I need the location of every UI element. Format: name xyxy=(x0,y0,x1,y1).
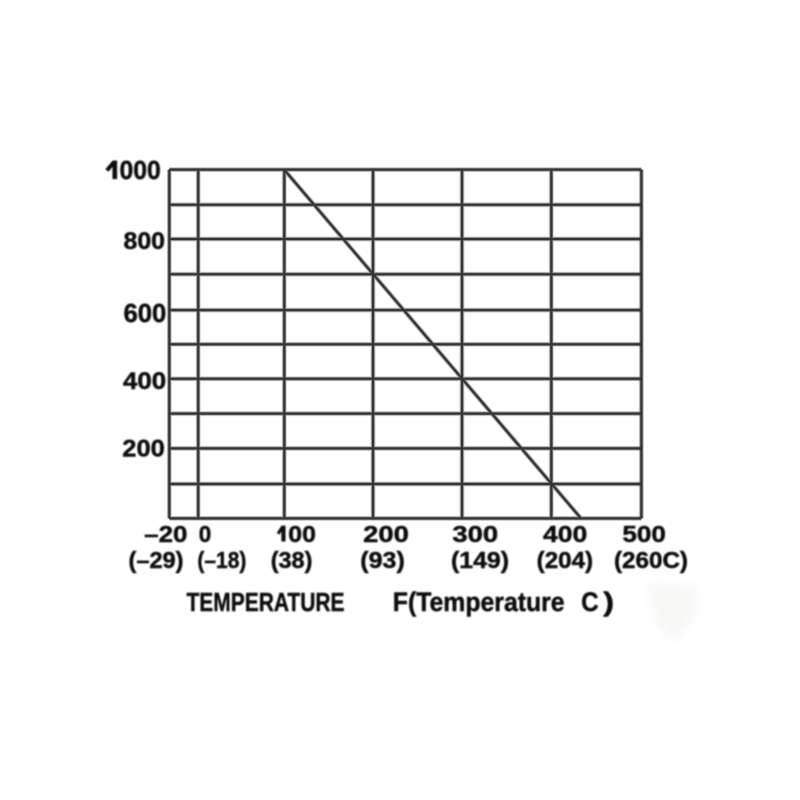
svg-text:(260C): (260C) xyxy=(614,547,688,573)
svg-text:(–18): (–18) xyxy=(197,547,246,573)
svg-text:000: 000 xyxy=(120,155,161,185)
svg-text:(38): (38) xyxy=(271,547,313,573)
svg-text:200: 200 xyxy=(363,521,409,547)
svg-text:600: 600 xyxy=(124,298,167,328)
svg-text:(–29): (–29) xyxy=(129,547,184,573)
svg-text:400: 400 xyxy=(543,521,587,547)
svg-text:): ) xyxy=(603,587,614,617)
svg-text:(204): (204) xyxy=(537,547,593,573)
svg-text:TEMPERATURE: TEMPERATURE xyxy=(187,587,345,617)
svg-text:800: 800 xyxy=(124,228,166,255)
svg-text:400: 400 xyxy=(123,368,166,395)
svg-text:500: 500 xyxy=(622,521,665,547)
svg-text:(93): (93) xyxy=(360,547,405,573)
svg-text:300: 300 xyxy=(452,521,498,547)
svg-text:(149): (149) xyxy=(451,547,509,573)
svg-text:00: 00 xyxy=(288,521,316,547)
svg-text:F(Temperature: F(Temperature xyxy=(393,587,565,617)
svg-text:0: 0 xyxy=(199,521,212,547)
svg-text:–20: –20 xyxy=(144,521,187,547)
svg-text:200: 200 xyxy=(122,436,165,463)
svg-text:C: C xyxy=(581,587,598,617)
